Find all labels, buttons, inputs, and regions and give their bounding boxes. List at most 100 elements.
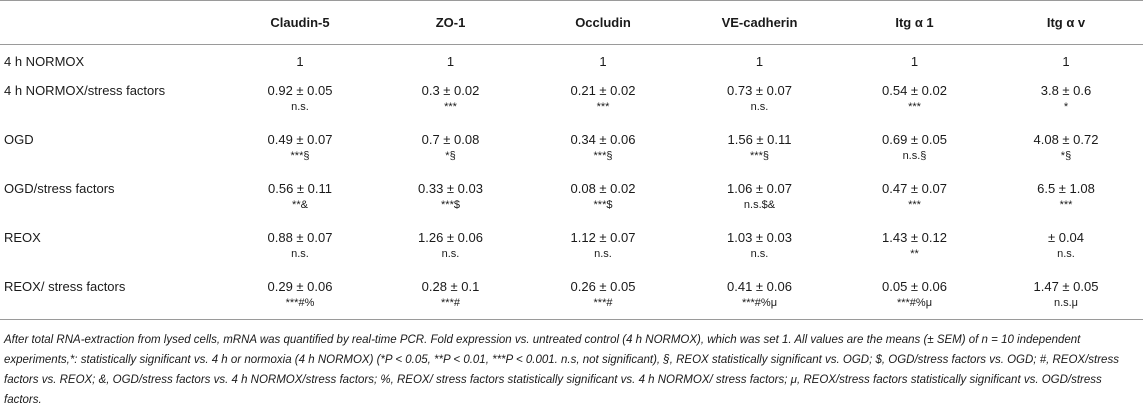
- cell-value: 0.33 ± 0.03: [418, 181, 483, 196]
- cell-significance: n.s.: [1057, 248, 1075, 260]
- cell-itg-alpha-1: 0.54 ± 0.02 ***: [840, 77, 989, 126]
- cell-value: 0.29 ± 0.06: [267, 279, 333, 294]
- cell-significance: n.s.: [750, 248, 769, 260]
- cell-itg-alpha-v: 1: [989, 45, 1143, 78]
- table-row: 4 h NORMOX/stress factors 0.92 ± 0.05 n.s.…: [0, 77, 1143, 126]
- cell-significance: ***#%μ: [741, 297, 778, 309]
- cell-value: 1: [296, 54, 304, 69]
- cell-zo-1: 1.26 ± 0.06 n.s.: [374, 224, 527, 273]
- cell-zo-1: 0.28 ± 0.1 ***#: [374, 273, 527, 318]
- row-label: REOX/ stress factors: [4, 279, 126, 294]
- cell-value: 0.21 ± 0.02: [570, 83, 636, 98]
- cell-significance: ***#%: [285, 297, 315, 309]
- cell-itg-alpha-v: 1.47 ± 0.05 n.s.μ: [989, 273, 1143, 318]
- cell-significance: ***§: [750, 150, 769, 162]
- cell-significance: ***: [1059, 199, 1073, 211]
- cell-significance: *§: [1060, 150, 1072, 162]
- table-row: REOX 0.88 ± 0.07 n.s. 1.26 ± 0.06 n.s. 1.12 ±…: [0, 224, 1143, 273]
- cell-occludin: 0.08 ± 0.02 ***$: [527, 175, 679, 224]
- cell-value: 0.3 ± 0.02: [421, 83, 480, 98]
- cell-value: 1.26 ± 0.06: [418, 230, 483, 245]
- cell-value: 1: [1062, 54, 1070, 69]
- cell-claudin-5: 0.92 ± 0.05 n.s.: [226, 77, 374, 126]
- header-ve-cadherin: VE-cadherin: [721, 15, 798, 30]
- cell-significance: n.s.: [291, 248, 309, 260]
- cell-ve-cadherin: 1.03 ± 0.03 n.s.: [679, 224, 840, 273]
- cell-itg-alpha-1: 0.05 ± 0.06 ***#%μ: [840, 273, 989, 318]
- table-row: REOX/ stress factors 0.29 ± 0.06 ***#% 0.28…: [0, 273, 1143, 318]
- cell-occludin: 0.21 ± 0.02 ***: [527, 77, 679, 126]
- cell-significance: n.s.: [594, 248, 612, 260]
- cell-value: 1: [446, 54, 455, 69]
- cell-claudin-5: 0.56 ± 0.11 **&: [226, 175, 374, 224]
- cell-ve-cadherin: 1: [679, 45, 840, 78]
- cell-claudin-5: 0.88 ± 0.07 n.s.: [226, 224, 374, 273]
- cell-value: 0.69 ± 0.05: [882, 132, 947, 147]
- cell-ve-cadherin: 1.56 ± 0.11 ***§: [679, 126, 840, 175]
- cell-claudin-5: 1: [226, 45, 374, 78]
- cell-significance: ***§: [290, 150, 310, 162]
- cell-value: 1.47 ± 0.05: [1033, 279, 1099, 294]
- row-label: OGD: [4, 132, 34, 147]
- expression-table: Claudin-5 ZO-1 Occludin VE-cadherin Itg …: [0, 0, 1143, 318]
- cell-itg-alpha-v: 6.5 ± 1.08 ***: [989, 175, 1143, 224]
- cell-significance: ***#: [593, 297, 613, 309]
- cell-zo-1: 0.33 ± 0.03 ***$: [374, 175, 527, 224]
- row-label: 4 h NORMOX/stress factors: [4, 83, 166, 98]
- cell-significance: n.s.: [441, 248, 460, 260]
- cell-itg-alpha-1: 0.47 ± 0.07 ***: [840, 175, 989, 224]
- cell-value: 1: [910, 54, 919, 69]
- cell-significance: **: [910, 248, 919, 260]
- cell-significance: ***: [908, 101, 921, 113]
- cell-itg-alpha-1: 1: [840, 45, 989, 78]
- cell-value: 0.26 ± 0.05: [570, 279, 636, 294]
- cell-significance: ***$: [593, 199, 613, 211]
- header-zo-1: ZO-1: [435, 15, 466, 30]
- cell-ve-cadherin: 0.41 ± 0.06 ***#%μ: [679, 273, 840, 318]
- header-row: Claudin-5 ZO-1 Occludin VE-cadherin Itg …: [0, 0, 1143, 45]
- cell-value: 1.43 ± 0.12: [882, 230, 947, 245]
- cell-occludin: 0.34 ± 0.06 ***§: [527, 126, 679, 175]
- cell-value: 0.54 ± 0.02: [882, 83, 947, 98]
- table-row: 4 h NORMOX 1 1 1 1 1 1: [0, 45, 1143, 78]
- cell-value: 0.7 ± 0.08: [421, 132, 480, 147]
- cell-significance: n.s.§: [902, 150, 927, 162]
- cell-significance: n.s.μ: [1053, 297, 1079, 309]
- cell-ve-cadherin: 0.73 ± 0.07 n.s.: [679, 77, 840, 126]
- cell-significance: n.s.$&: [743, 199, 776, 211]
- cell-value: 1.56 ± 0.11: [727, 132, 792, 147]
- cell-occludin: 1.12 ± 0.07 n.s.: [527, 224, 679, 273]
- cell-value: 0.28 ± 0.1: [421, 279, 480, 294]
- cell-value: 1.12 ± 0.07: [570, 230, 636, 245]
- cell-itg-alpha-1: 1.43 ± 0.12 **: [840, 224, 989, 273]
- row-label: OGD/stress factors: [4, 181, 115, 196]
- cell-zo-1: 1: [374, 45, 527, 78]
- cell-value: 1: [755, 54, 764, 69]
- cell-value: 1: [599, 54, 607, 69]
- cell-zo-1: 0.3 ± 0.02 ***: [374, 77, 527, 126]
- data-table-container: Claudin-5 ZO-1 Occludin VE-cadherin Itg …: [0, 0, 1143, 318]
- cell-value: 0.88 ± 0.07: [267, 230, 333, 245]
- cell-significance: ***§: [593, 150, 613, 162]
- cell-significance: ***: [444, 101, 457, 113]
- header-row-label: [0, 1, 226, 45]
- cell-value: 1.03 ± 0.03: [727, 230, 792, 245]
- cell-significance: ***: [908, 199, 921, 211]
- cell-itg-alpha-1: 0.69 ± 0.05 n.s.§: [840, 126, 989, 175]
- cell-significance: n.s.: [750, 101, 769, 113]
- cell-significance: ***#%μ: [896, 297, 933, 309]
- cell-significance: *§: [445, 150, 456, 162]
- cell-claudin-5: 0.49 ± 0.07 ***§: [226, 126, 374, 175]
- cell-significance: ***$: [441, 199, 460, 211]
- table-header: Claudin-5 ZO-1 Occludin VE-cadherin Itg …: [0, 0, 1143, 45]
- row-label: 4 h NORMOX: [4, 54, 85, 69]
- cell-significance: n.s.: [291, 101, 309, 113]
- cell-value: 0.49 ± 0.07: [267, 132, 333, 147]
- cell-value: 0.73 ± 0.07: [727, 83, 792, 98]
- table-bottom-rule: [0, 319, 1143, 320]
- header-claudin-5: Claudin-5: [270, 15, 330, 30]
- table-row: OGD 0.49 ± 0.07 ***§ 0.7 ± 0.08 *§ 0.34 ± 0.0…: [0, 126, 1143, 175]
- cell-value: 4.08 ± 0.72: [1033, 132, 1099, 147]
- cell-occludin: 0.26 ± 0.05 ***#: [527, 273, 679, 318]
- cell-claudin-5: 0.29 ± 0.06 ***#%: [226, 273, 374, 318]
